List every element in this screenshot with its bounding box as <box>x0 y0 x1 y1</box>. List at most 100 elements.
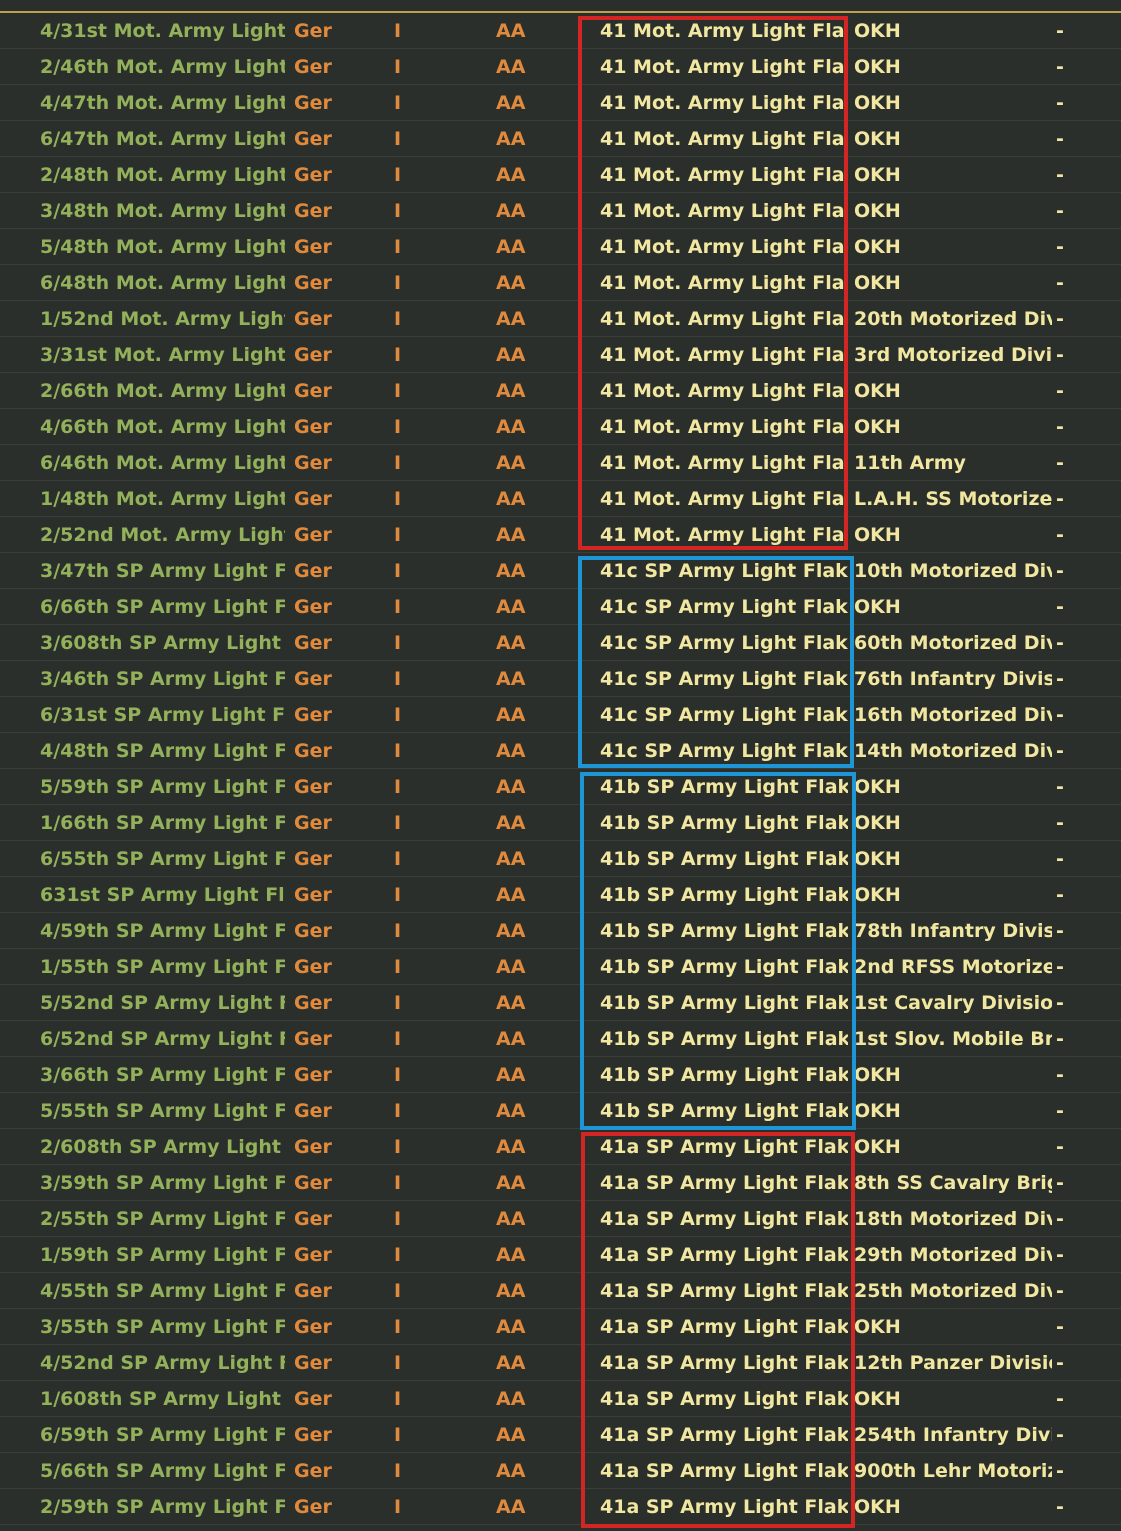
unit-hq: 12th Panzer Division <box>854 1352 1052 1374</box>
table-row[interactable]: 3/47th SP Army Light Fla Ger I AA 41c SP Arm… <box>0 553 1121 589</box>
table-row[interactable]: 2/55th SP Army Light Fla Ger I AA 41a SP Arm… <box>0 1201 1121 1237</box>
table-row[interactable]: 6/66th SP Army Light Fla Ger I AA 41c SP Arm… <box>0 589 1121 625</box>
table-row[interactable]: 6/52nd SP Army Light Fla Ger I AA 41b SP Arm… <box>0 1021 1121 1057</box>
unit-extra: - <box>1056 1424 1064 1446</box>
table-row[interactable]: 5/59th SP Army Light Fla Ger I AA 41b SP Arm… <box>0 769 1121 805</box>
unit-model: 41a SP Army Light Flak Co <box>600 1244 848 1266</box>
unit-type: AA <box>496 596 526 618</box>
table-row[interactable]: 2/66th Mot. Army Light Fl Ger I AA 41 Mot. A… <box>0 373 1121 409</box>
unit-nation: Ger <box>294 1352 332 1374</box>
unit-tier: I <box>394 1172 402 1194</box>
table-row[interactable]: 5/52nd SP Army Light Fla Ger I AA 41b SP Arm… <box>0 985 1121 1021</box>
unit-tier: I <box>394 920 402 942</box>
unit-name: 3/48th Mot. Army Light Fl <box>40 200 285 222</box>
unit-nation: Ger <box>294 380 332 402</box>
table-row[interactable]: 631st SP Army Light Flak Ger I AA 41b SP Arm… <box>0 877 1121 913</box>
unit-hq: 60th Motorized Divi <box>854 632 1052 654</box>
table-row[interactable]: 6/47th Mot. Army Light Fl Ger I AA 41 Mot. A… <box>0 121 1121 157</box>
unit-extra: - <box>1056 164 1064 186</box>
table-row[interactable]: 2/48th Mot. Army Light Fl Ger I AA 41 Mot. A… <box>0 157 1121 193</box>
table-row[interactable]: 6/48th Mot. Army Light Fl Ger I AA 41 Mot. A… <box>0 265 1121 301</box>
unit-nation: Ger <box>294 596 332 618</box>
table-row[interactable]: 3/59th SP Army Light Fla Ger I AA 41a SP Arm… <box>0 1165 1121 1201</box>
unit-extra: - <box>1056 236 1064 258</box>
unit-extra: - <box>1056 1028 1064 1050</box>
table-row[interactable]: 5/66th SP Army Light Fla Ger I AA 41a SP Arm… <box>0 1453 1121 1489</box>
unit-name: 3/46th SP Army Light Fla <box>40 668 285 690</box>
table-row[interactable]: 4/48th SP Army Light Fla Ger I AA 41c SP Arm… <box>0 733 1121 769</box>
unit-extra: - <box>1056 1172 1064 1194</box>
unit-model: 41b SP Army Light Flak C <box>600 1100 848 1122</box>
unit-tier: I <box>394 236 402 258</box>
table-row[interactable]: 5/55th SP Army Light Fla Ger I AA 41b SP Arm… <box>0 1093 1121 1129</box>
unit-type: AA <box>496 308 526 330</box>
table-row[interactable]: 4/52nd SP Army Light Fla Ger I AA 41a SP Arm… <box>0 1345 1121 1381</box>
unit-tier: I <box>394 596 402 618</box>
table-row[interactable]: 1/52nd Mot. Army Light Fl Ger I AA 41 Mot. A… <box>0 301 1121 337</box>
table-row[interactable]: 3/31st Mot. Army Light Fl Ger I AA 41 Mot. A… <box>0 337 1121 373</box>
unit-extra: - <box>1056 632 1064 654</box>
table-row[interactable]: 2/46th Mot. Army Light Fl Ger I AA 41 Mot. A… <box>0 49 1121 85</box>
table-row[interactable]: 6/46th Mot. Army Light Fl Ger I AA 41 Mot. A… <box>0 445 1121 481</box>
table-row[interactable]: 6/31st SP Army Light Flak Ger I AA 41c SP Ar… <box>0 697 1121 733</box>
unit-extra: - <box>1056 380 1064 402</box>
unit-model: 41 Mot. Army Light Flak C <box>600 452 848 474</box>
table-row[interactable]: 3/66th SP Army Light Fla Ger I AA 41b SP Arm… <box>0 1057 1121 1093</box>
unit-hq: OKH <box>854 848 901 870</box>
unit-extra: - <box>1056 668 1064 690</box>
table-row[interactable]: 2/59th SP Army Light Fla Ger I AA 41a SP Arm… <box>0 1489 1121 1525</box>
table-row[interactable]: 3/46th SP Army Light Fla Ger I AA 41c SP Arm… <box>0 661 1121 697</box>
table-row[interactable]: 4/55th SP Army Light Fla Ger I AA 41a SP Arm… <box>0 1273 1121 1309</box>
table-row[interactable]: 4/59th SP Army Light Fla Ger I AA 41b SP Arm… <box>0 913 1121 949</box>
table-row[interactable]: 6/59th SP Army Light Fla Ger I AA 41a SP Arm… <box>0 1417 1121 1453</box>
table-row[interactable]: 2/52nd Mot. Army Light F Ger I AA 41 Mot. Ar… <box>0 517 1121 553</box>
unit-extra: - <box>1056 992 1064 1014</box>
unit-name: 3/55th SP Army Light Fla <box>40 1316 285 1338</box>
unit-model: 41c SP Army Light Flak Co <box>600 632 848 654</box>
unit-nation: Ger <box>294 668 332 690</box>
unit-name: 6/46th Mot. Army Light Fl <box>40 452 285 474</box>
unit-model: 41 Mot. Army Light Flak C <box>600 128 848 150</box>
unit-hq: OKH <box>854 1316 901 1338</box>
unit-model: 41b SP Army Light Flak C <box>600 1028 848 1050</box>
unit-nation: Ger <box>294 272 332 294</box>
unit-name: 4/66th Mot. Army Light Fl <box>40 416 285 438</box>
unit-hq: OKH <box>854 776 901 798</box>
unit-extra: - <box>1056 128 1064 150</box>
table-row[interactable]: 1/608th SP Army Light Fl Ger I AA 41a SP Arm… <box>0 1381 1121 1417</box>
unit-tier: I <box>394 416 402 438</box>
table-row[interactable]: 1/48th Mot. Army Light Fl Ger I AA 41 Mot. A… <box>0 481 1121 517</box>
table-row[interactable]: 4/47th Mot. Army Light Fl Ger I AA 41 Mot. A… <box>0 85 1121 121</box>
unit-tier: I <box>394 380 402 402</box>
unit-type: AA <box>496 164 526 186</box>
unit-tier: I <box>394 1388 402 1410</box>
unit-hq: OKH <box>854 272 901 294</box>
table-row[interactable]: 3/55th SP Army Light Fla Ger I AA 41a SP Arm… <box>0 1309 1121 1345</box>
table-row[interactable]: 6/55th SP Army Light Fla Ger I AA 41b SP Arm… <box>0 841 1121 877</box>
unit-name: 2/46th Mot. Army Light Fl <box>40 56 285 78</box>
unit-name: 6/66th SP Army Light Fla <box>40 596 285 618</box>
table-row[interactable]: 2/608th SP Army Light Fl Ger I AA 41a SP Arm… <box>0 1129 1121 1165</box>
unit-nation: Ger <box>294 1064 332 1086</box>
unit-nation: Ger <box>294 164 332 186</box>
table-row[interactable]: 4/66th Mot. Army Light Fl Ger I AA 41 Mot. A… <box>0 409 1121 445</box>
unit-tier: I <box>394 344 402 366</box>
table-row[interactable]: 1/55th SP Army Light Flak Ger I AA 41b SP Ar… <box>0 949 1121 985</box>
unit-nation: Ger <box>294 812 332 834</box>
unit-hq: OKH <box>854 1136 901 1158</box>
unit-hq: OKH <box>854 1100 901 1122</box>
unit-tier: I <box>394 1424 402 1446</box>
unit-model: 41b SP Army Light Flak C <box>600 812 848 834</box>
unit-nation: Ger <box>294 200 332 222</box>
table-row[interactable]: 1/66th SP Army Light Fla Ger I AA 41b SP Arm… <box>0 805 1121 841</box>
unit-nation: Ger <box>294 1208 332 1230</box>
table-row[interactable]: 3/608th SP Army Light Fl Ger I AA 41c SP Arm… <box>0 625 1121 661</box>
unit-model: 41a SP Army Light Flak Co <box>600 1208 848 1230</box>
unit-hq: 8th SS Cavalry Briga <box>854 1172 1052 1194</box>
table-row[interactable]: 3/48th Mot. Army Light Fl Ger I AA 41 Mot. A… <box>0 193 1121 229</box>
unit-tier: I <box>394 992 402 1014</box>
unit-tier: I <box>394 524 402 546</box>
table-row[interactable]: 4/31st Mot. Army Light Fl Ger I AA 41 Mot. A… <box>0 13 1121 49</box>
table-row[interactable]: 1/59th SP Army Light Flak Ger I AA 41a SP Ar… <box>0 1237 1121 1273</box>
table-row[interactable]: 5/48th Mot. Army Light Fl Ger I AA 41 Mot. A… <box>0 229 1121 265</box>
